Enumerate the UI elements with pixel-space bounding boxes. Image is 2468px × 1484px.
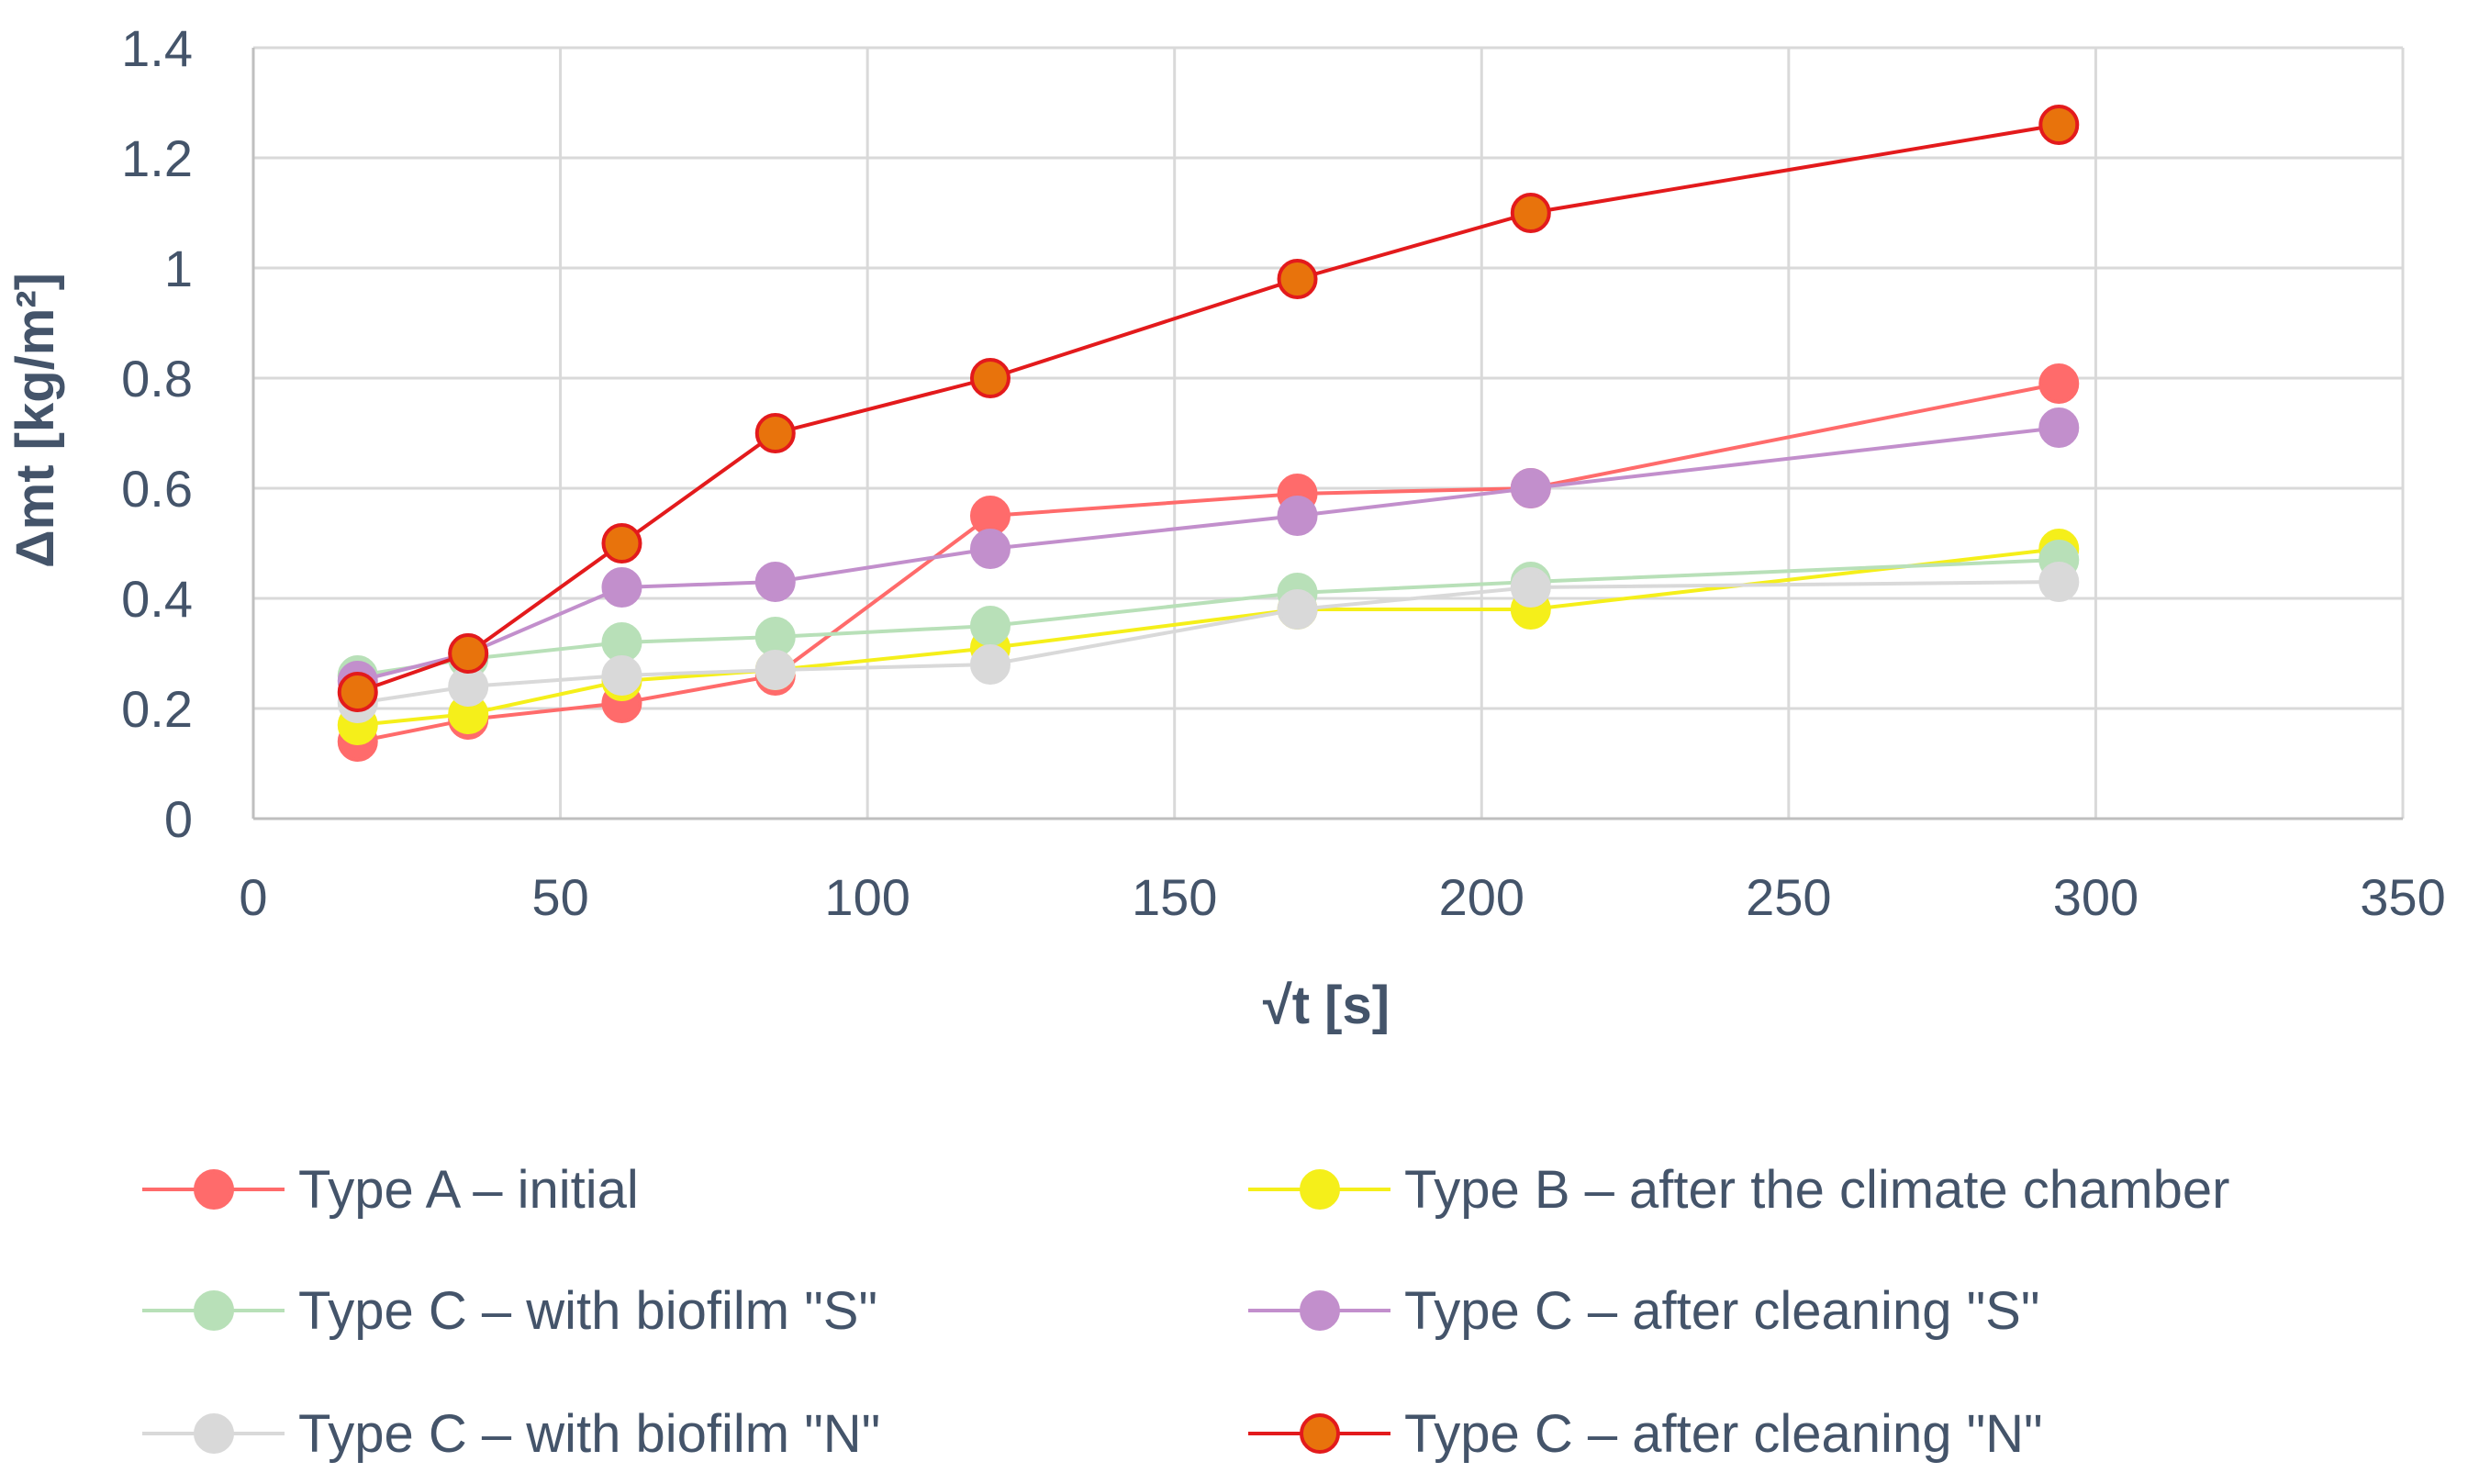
series-4 [337, 407, 2080, 701]
series-line [357, 426, 2060, 683]
legend-marker [1300, 1290, 1340, 1331]
legend-label: Type C – with biofilm "N" [298, 1404, 880, 1464]
x-tick-label: 0 [239, 868, 267, 926]
legend-label: Type C – with biofilm "S" [298, 1281, 877, 1341]
data-point [754, 562, 796, 602]
data-point [969, 358, 1011, 398]
legend-marker [1300, 1413, 1340, 1454]
x-tick-label: 100 [824, 868, 910, 926]
legend-entry: Type C – with biofilm "N" [142, 1404, 880, 1464]
y-tick-label: 0.6 [121, 460, 193, 518]
legend-entry: Type A – initial [142, 1160, 639, 1220]
y-tick-label: 1.2 [121, 129, 193, 187]
y-tick-label: 0.2 [121, 680, 193, 738]
data-point [2038, 562, 2080, 602]
x-tick-label: 250 [1746, 868, 1831, 926]
data-series [337, 105, 2080, 762]
legend-label: Type B – after the climate chamber [1404, 1160, 2229, 1220]
x-tick-label: 300 [2053, 868, 2139, 926]
y-tick-labels: 0 0.2 0.4 0.6 0.8 1 1.2 1.4 [121, 19, 193, 848]
data-point [601, 523, 642, 563]
series-line [357, 382, 2060, 743]
y-tick-label: 1.4 [121, 19, 193, 77]
data-point [601, 567, 642, 608]
legend-marker [1300, 1169, 1340, 1210]
x-tick-label: 200 [1439, 868, 1524, 926]
legend-label: Type A – initial [298, 1160, 639, 1220]
data-point [969, 529, 1011, 569]
x-tick-labels: 0 50 100 150 200 250 300 350 [239, 868, 2445, 926]
legend-marker [194, 1413, 234, 1454]
data-point [754, 413, 796, 453]
x-axis-title: √t [s] [1263, 976, 1390, 1035]
legend-label: Type C – after cleaning "S" [1404, 1281, 2039, 1341]
axes [251, 48, 2403, 820]
legend-entry: Type C – after cleaning "S" [1248, 1281, 2039, 1341]
series-line [357, 580, 2060, 705]
legend-marker [194, 1290, 234, 1331]
data-point [1277, 259, 1318, 299]
data-point [1277, 496, 1318, 536]
data-point [969, 606, 1011, 646]
gridlines [253, 46, 2405, 819]
data-point [601, 655, 642, 696]
series-line [357, 547, 2060, 727]
data-point [2038, 105, 2080, 145]
data-point [1277, 589, 1318, 630]
data-point [2038, 407, 2080, 448]
x-tick-label: 150 [1132, 868, 1217, 926]
data-point [754, 650, 796, 690]
series-1 [337, 363, 2080, 762]
series-line [357, 123, 2060, 694]
y-tick-label: 0.8 [121, 350, 193, 407]
legend-entry: Type B – after the climate chamber [1248, 1160, 2229, 1220]
series-line [357, 558, 2060, 677]
data-point [1510, 567, 1551, 608]
series-2 [337, 529, 2080, 745]
legend-entry: Type C – with biofilm "S" [142, 1281, 877, 1341]
legend-marker [194, 1169, 234, 1210]
x-tick-label: 50 [531, 868, 588, 926]
y-tick-label: 0 [164, 790, 193, 848]
series-3 [337, 540, 2080, 696]
y-tick-label: 1 [164, 240, 193, 297]
data-point [337, 672, 378, 712]
legend: Type A – initial Type B – after the clima… [142, 1160, 2229, 1464]
legend-entry: Type C – after cleaning "N" [1248, 1404, 2043, 1464]
legend-label: Type C – after cleaning "N" [1404, 1404, 2043, 1464]
data-point [2038, 363, 2080, 404]
data-point [1510, 468, 1551, 508]
y-tick-label: 0.4 [121, 570, 193, 628]
series-6 [337, 105, 2080, 712]
x-tick-label: 350 [2360, 868, 2445, 926]
data-point [969, 644, 1011, 685]
series-5 [337, 562, 2080, 723]
data-point [1510, 193, 1551, 233]
data-point [448, 633, 489, 674]
y-axis-title: Δmt [kg/m²] [6, 273, 65, 568]
